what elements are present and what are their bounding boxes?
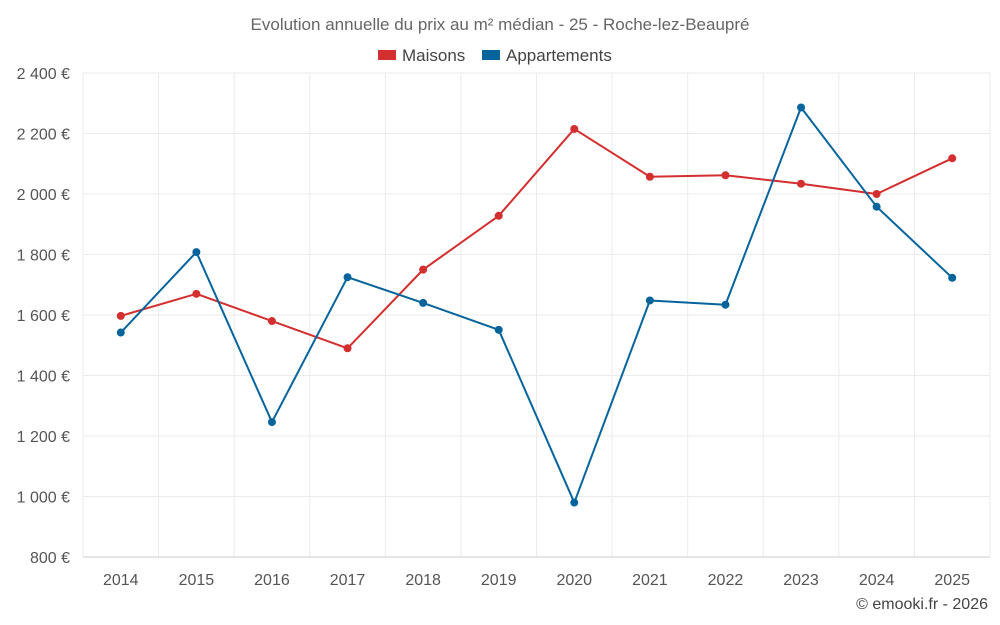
y-tick-label: 1 800 € bbox=[17, 248, 70, 265]
data-point-maisons[interactable] bbox=[872, 190, 881, 198]
data-point-appartements[interactable] bbox=[797, 103, 806, 112]
data-point-appartements[interactable] bbox=[948, 273, 957, 282]
x-tick-label: 2025 bbox=[934, 572, 970, 589]
y-tick-label: 1 000 € bbox=[17, 490, 70, 507]
y-tick-label: 800 € bbox=[30, 550, 70, 567]
data-point-appartements[interactable] bbox=[343, 273, 352, 282]
series-line-maisons bbox=[120, 127, 953, 350]
data-point-maisons[interactable] bbox=[116, 311, 125, 320]
data-point-maisons[interactable] bbox=[645, 172, 654, 181]
data-point-maisons[interactable] bbox=[797, 179, 806, 188]
y-tick-label: 2 000 € bbox=[17, 187, 70, 204]
legend-label-appartements: Appartements bbox=[506, 46, 612, 65]
data-point-appartements[interactable] bbox=[570, 498, 579, 507]
legend: Maisons Appartements bbox=[378, 46, 612, 65]
data-point-maisons[interactable] bbox=[721, 171, 730, 180]
data-point-appartements[interactable] bbox=[192, 248, 201, 257]
data-point-maisons[interactable] bbox=[192, 289, 201, 298]
x-tick-label: 2017 bbox=[330, 572, 366, 589]
x-tick-label: 2014 bbox=[103, 572, 139, 589]
x-tick-label: 2022 bbox=[708, 572, 744, 589]
y-tick-label: 2 200 € bbox=[17, 127, 70, 144]
series-maisons bbox=[116, 124, 957, 353]
y-tick-label: 1 200 € bbox=[17, 429, 70, 446]
x-tick-label: 2024 bbox=[859, 572, 895, 589]
data-point-maisons[interactable] bbox=[494, 211, 503, 220]
x-tick-label: 2019 bbox=[481, 572, 517, 589]
credit-text: © emooki.fr - 2026 bbox=[856, 596, 988, 613]
legend-item-maisons[interactable]: Maisons bbox=[378, 46, 465, 65]
legend-label-maisons: Maisons bbox=[402, 46, 465, 65]
data-point-appartements[interactable] bbox=[267, 418, 276, 427]
x-tick-label: 2018 bbox=[405, 572, 441, 589]
x-tick-label: 2015 bbox=[179, 572, 215, 589]
y-tick-label: 2 400 € bbox=[17, 66, 70, 83]
x-tick-label: 2023 bbox=[783, 572, 819, 589]
data-point-appartements[interactable] bbox=[721, 300, 730, 309]
data-point-maisons[interactable] bbox=[267, 317, 276, 326]
series-line-appartements bbox=[120, 106, 953, 504]
data-point-maisons[interactable] bbox=[570, 124, 579, 133]
y-axis: 800 € 1 000 € 1 200 € 1 400 € 1 600 € 1 800 €… bbox=[17, 66, 70, 567]
data-point-appartements[interactable] bbox=[419, 298, 428, 307]
data-point-appartements[interactable] bbox=[494, 325, 503, 334]
data-point-appartements[interactable] bbox=[645, 296, 654, 305]
series-appartements bbox=[116, 103, 957, 507]
x-tick-label: 2021 bbox=[632, 572, 668, 589]
y-tick-label: 1 600 € bbox=[17, 308, 70, 325]
y-tick-label: 1 400 € bbox=[17, 369, 70, 386]
series-group bbox=[116, 103, 957, 507]
data-point-maisons[interactable] bbox=[343, 344, 352, 353]
legend-item-appartements[interactable]: Appartements bbox=[482, 46, 612, 65]
x-tick-label: 2016 bbox=[254, 572, 290, 589]
x-tick-label: 2020 bbox=[556, 572, 592, 589]
data-point-maisons[interactable] bbox=[948, 154, 957, 163]
legend-swatch-appartements bbox=[482, 50, 500, 60]
chart-title: Evolution annuelle du prix au m² médian … bbox=[251, 15, 750, 34]
data-point-appartements[interactable] bbox=[872, 202, 881, 211]
data-point-maisons[interactable] bbox=[419, 265, 428, 274]
x-axis: 2014 2015 2016 2017 2018 2019 2020 2021 2022 2023… bbox=[83, 556, 990, 589]
legend-swatch-maisons bbox=[378, 50, 396, 60]
data-point-appartements[interactable] bbox=[116, 328, 125, 337]
